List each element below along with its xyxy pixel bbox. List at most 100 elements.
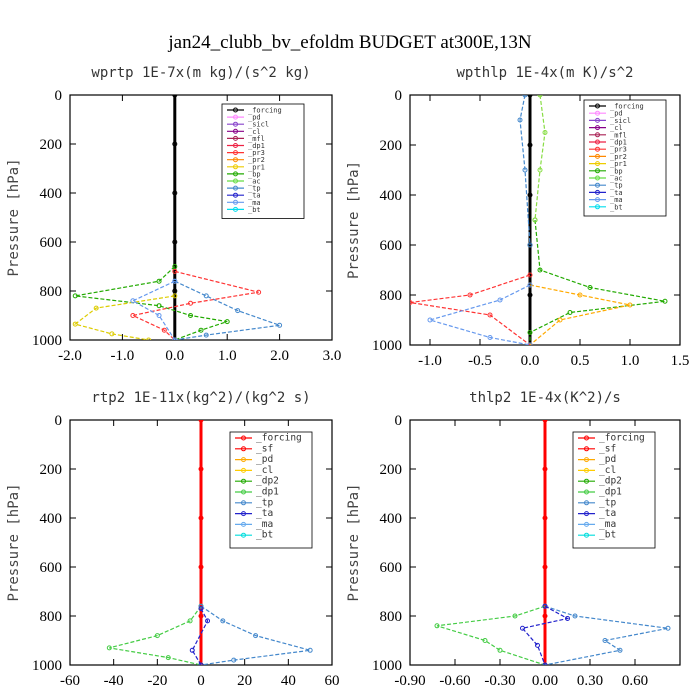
x-tick-label: 0.30: [577, 673, 603, 689]
y-axis-label: Pressure [hPa]: [6, 158, 22, 276]
legend-entry: _pr1: [248, 163, 265, 171]
series-line-ac: [534, 95, 546, 221]
y-tick-label: 200: [40, 137, 63, 153]
panel-title: thlp2 1E-4x(K^2)/s: [469, 390, 621, 406]
y-tick-label: 400: [40, 186, 63, 202]
panel-1: wprtp 1E-7x(m kg)/(s^2 kg) 0 200 400 600 800 1…: [6, 65, 341, 364]
legend-entry: _sf: [256, 443, 273, 454]
series-line-bp: [75, 266, 228, 340]
y-tick-label: 200: [380, 138, 403, 154]
legend-entry: _tp: [599, 497, 616, 508]
x-tick-label: 40: [281, 673, 296, 689]
data-point: [517, 117, 523, 123]
legend-marker: [241, 467, 246, 473]
legend-marker: [595, 175, 600, 181]
legend-marker: [241, 500, 246, 506]
data-point: [172, 190, 178, 196]
data-point: [522, 167, 528, 173]
legend-entry: _bt: [256, 530, 273, 541]
y-tick-label: 1000: [32, 658, 62, 674]
legend-entry: _ma: [256, 519, 273, 530]
legend-marker: [584, 457, 589, 463]
legend-entry: _pr2: [610, 153, 627, 161]
data-point: [482, 638, 488, 643]
legend-entry: _ta: [248, 192, 261, 200]
y-tick-label: 200: [40, 462, 63, 478]
legend-entry: _dp1: [248, 142, 265, 150]
data-point: [198, 515, 204, 521]
legend-entry: _tp: [248, 185, 261, 193]
y-tick-label: 800: [40, 609, 63, 625]
legend-marker: [233, 192, 238, 198]
data-point: [130, 313, 136, 318]
data-point: [172, 264, 178, 269]
legend-marker: [595, 146, 600, 152]
x-tick-label: -0.90: [394, 673, 425, 689]
series-line-ma: [131, 280, 176, 340]
series-line-tp: [519, 95, 531, 246]
panel-title: wpthlp 1E-4x(m K)/s^2: [456, 65, 633, 81]
y-tick-label: 0: [395, 88, 403, 104]
legend-entry: _pd: [599, 454, 616, 465]
y-tick-label: 600: [40, 560, 63, 576]
legend-entry: _pr3: [248, 149, 265, 157]
legend-entry: _pd: [248, 114, 261, 122]
legend-marker: [595, 117, 600, 123]
plot-frame: [409, 94, 681, 346]
data-point: [172, 293, 178, 299]
data-point: [527, 95, 533, 98]
legend-marker: [241, 457, 246, 463]
data-point: [537, 167, 543, 173]
legend-entry: _pr1: [610, 160, 627, 168]
data-point: [154, 633, 160, 639]
legend-entry: _bt: [248, 206, 261, 214]
y-tick-label: 600: [380, 560, 403, 576]
series-line-ta: [191, 608, 209, 665]
data-point: [535, 642, 540, 648]
legend-marker: [233, 114, 238, 120]
legend-entry: _dp2: [256, 476, 279, 487]
data-point: [542, 662, 548, 665]
legend-entry: _pr2: [248, 156, 265, 164]
data-point: [165, 655, 171, 661]
data-point: [410, 300, 413, 305]
y-axis-label: Pressure [hPa]: [346, 161, 362, 279]
data-point: [527, 242, 533, 248]
data-point: [537, 95, 543, 98]
data-point: [542, 564, 548, 570]
data-point: [277, 322, 283, 328]
data-point: [172, 268, 178, 274]
data-point: [557, 317, 563, 323]
x-tick-label: 60: [325, 673, 340, 689]
legend-entry: _cl: [256, 465, 273, 476]
data-point: [527, 272, 533, 278]
legend-entry: _dp2: [599, 476, 622, 487]
legend-marker: [241, 532, 246, 538]
legend-marker: [595, 161, 600, 167]
legend-entry: _ta: [610, 189, 623, 197]
data-point: [235, 308, 241, 314]
x-tick-label: -1.0: [418, 353, 442, 369]
y-tick-label: 1000: [372, 338, 402, 354]
data-point: [172, 288, 178, 294]
x-tick-label: 2.0: [270, 348, 289, 364]
data-point: [532, 217, 538, 223]
panel-title: rtp2 1E-11x(kg^2)/(kg^2 s): [91, 390, 310, 406]
data-point: [172, 278, 178, 284]
data-point: [527, 342, 533, 345]
data-point: [220, 618, 226, 624]
x-tick-label: -0.60: [439, 673, 470, 689]
data-point: [537, 267, 543, 273]
data-point: [198, 327, 204, 333]
data-point: [487, 312, 493, 318]
legend-entry: _ma: [248, 199, 261, 207]
data-point: [617, 647, 623, 653]
legend-marker: [241, 435, 246, 441]
plot-frame: [69, 94, 333, 341]
y-tick-label: 800: [380, 609, 403, 625]
series-line-tp: [544, 605, 669, 665]
legend-entry: _ma: [599, 519, 616, 530]
data-point: [188, 313, 194, 318]
